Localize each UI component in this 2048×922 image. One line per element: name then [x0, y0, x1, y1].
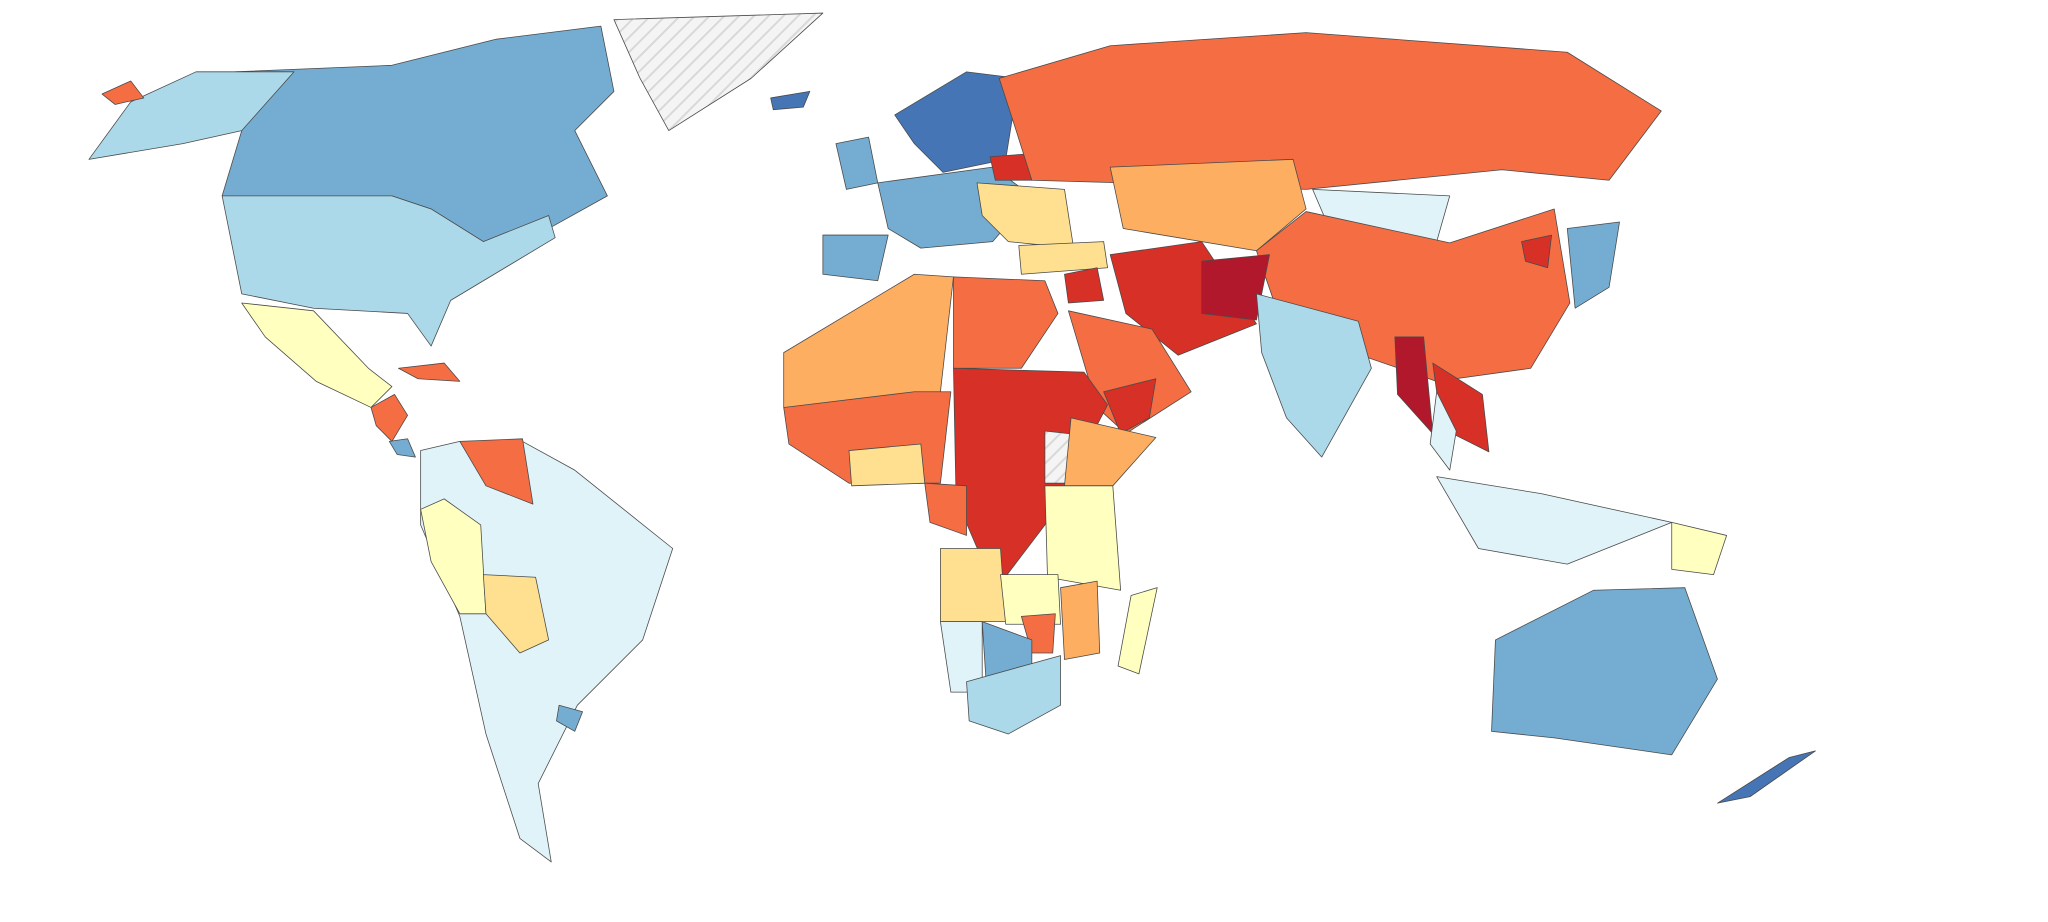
country[interactable]	[1000, 574, 1061, 625]
country[interactable]	[101, 80, 145, 105]
country[interactable]	[1044, 485, 1122, 591]
country[interactable]	[770, 91, 811, 111]
country[interactable]	[1717, 750, 1816, 804]
country[interactable]	[1491, 587, 1718, 756]
country[interactable]	[1436, 476, 1673, 565]
country[interactable]	[822, 234, 889, 282]
country[interactable]	[998, 32, 1662, 190]
country[interactable]	[924, 482, 967, 536]
country[interactable]	[783, 273, 954, 408]
country[interactable]	[1060, 580, 1101, 660]
country[interactable]	[1671, 521, 1727, 576]
country[interactable]	[1103, 378, 1157, 434]
country[interactable]	[1109, 158, 1307, 252]
country[interactable]	[940, 548, 1007, 623]
country[interactable]	[556, 704, 583, 732]
country[interactable]	[88, 71, 295, 160]
country[interactable]	[953, 276, 1059, 369]
country[interactable]	[1256, 293, 1372, 458]
country[interactable]	[459, 438, 534, 505]
country[interactable]	[1117, 587, 1158, 675]
country[interactable]	[370, 394, 408, 442]
country[interactable]	[1432, 362, 1490, 453]
country[interactable]	[241, 302, 393, 408]
country[interactable]	[1201, 254, 1270, 321]
country[interactable]	[398, 362, 461, 382]
country[interactable]	[1064, 267, 1105, 304]
country[interactable]	[835, 136, 879, 190]
country[interactable]	[1064, 417, 1157, 487]
country[interactable]	[1429, 391, 1457, 471]
country[interactable]	[420, 441, 674, 863]
country[interactable]	[1018, 241, 1108, 275]
countries	[88, 12, 1816, 863]
country[interactable]	[388, 438, 416, 458]
country[interactable]	[221, 195, 556, 347]
country[interactable]	[1566, 221, 1620, 309]
country-no-data[interactable]	[613, 12, 824, 131]
country[interactable]	[482, 574, 550, 654]
country[interactable]	[848, 443, 926, 487]
country[interactable]	[1521, 234, 1552, 269]
country[interactable]	[966, 655, 1061, 735]
